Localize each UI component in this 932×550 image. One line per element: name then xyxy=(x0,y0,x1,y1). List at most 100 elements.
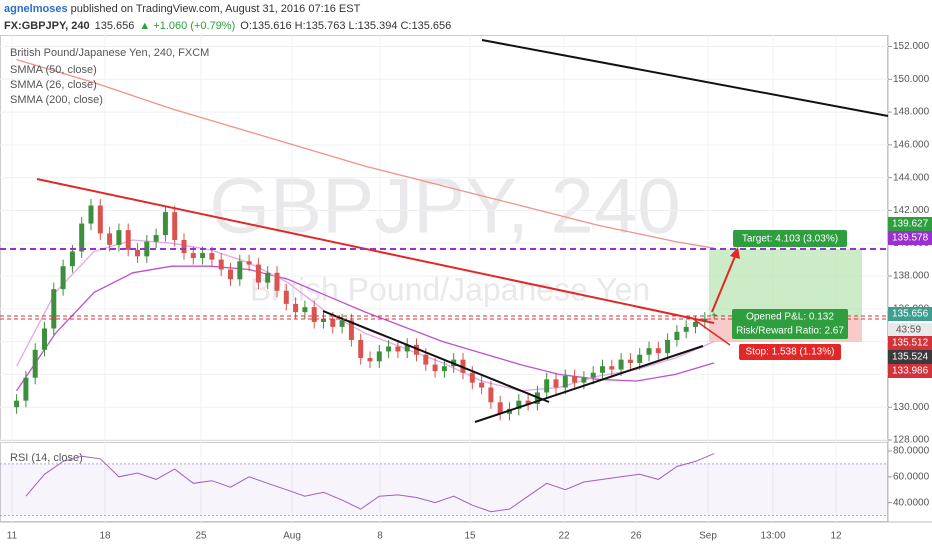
price-tag xyxy=(888,336,932,350)
x-tick-label: 15 xyxy=(464,531,476,542)
pnl-text: Opened P&L: 0.132 xyxy=(746,312,834,323)
candle-body xyxy=(237,261,243,280)
arrow[interactable] xyxy=(711,253,737,313)
candle-body xyxy=(693,321,698,327)
candle-body xyxy=(376,351,382,362)
price-tag-label: 135.524 xyxy=(892,352,929,363)
candle-body xyxy=(162,212,168,236)
stop-text: Stop: 1.538 (1.13%) xyxy=(746,347,835,358)
candle-body xyxy=(321,318,326,322)
smma-line xyxy=(16,239,715,392)
ohlc: O:135.616 H:135.763 L:135.394 C:135.656 xyxy=(240,20,451,32)
pnl-tag: Opened P&L: 0.132 Risk/Reward Ratio: 2.6… xyxy=(732,309,848,339)
candle-body xyxy=(469,372,475,383)
candle-body xyxy=(107,233,113,245)
candle-body xyxy=(265,272,271,283)
legend-item: SMMA (50, close) xyxy=(10,64,97,76)
watermark-sub: British Pound/Japanese Yen xyxy=(250,271,650,307)
candle-body xyxy=(395,346,401,352)
candle-body xyxy=(423,354,429,365)
candle-body xyxy=(497,402,503,414)
target-tag: Target: 4.103 (3.03%) xyxy=(733,230,847,247)
rr-text: Risk/Reward Ratio: 2.67 xyxy=(736,326,844,337)
y-tick-label: 152.000 xyxy=(893,41,930,52)
y-tick-label: 142.000 xyxy=(893,205,930,216)
candle-body xyxy=(311,307,317,322)
trend-line[interactable] xyxy=(474,345,704,423)
candle-body xyxy=(255,264,261,283)
candle-body xyxy=(544,379,550,393)
y-tick-label: 148.000 xyxy=(893,107,930,118)
header-line: FX:GBPJPY, 240 135.656 ▲ +1.060 (+0.79%) O:… xyxy=(4,20,451,32)
candle-body xyxy=(488,387,494,403)
tag-box xyxy=(739,344,841,360)
candle-body xyxy=(218,259,224,270)
candle-body xyxy=(181,239,187,254)
arrow-head xyxy=(730,247,740,259)
candle-body xyxy=(348,320,354,340)
candle-body xyxy=(42,328,47,350)
candle-body xyxy=(414,344,419,355)
candle-body xyxy=(125,230,131,250)
x-tick-label: 13:00 xyxy=(760,531,785,542)
published: published on TradingView.com, August 31,… xyxy=(68,3,361,15)
trend-line[interactable] xyxy=(322,310,550,403)
smma-line xyxy=(16,265,715,392)
candle-body xyxy=(153,235,159,242)
price-tag xyxy=(888,231,932,245)
price-tag xyxy=(888,307,932,321)
author[interactable]: agnelmoses xyxy=(4,3,68,15)
price-tag xyxy=(888,217,932,231)
x-tick-label: 12 xyxy=(830,531,842,542)
price-tag-label: 135.656 xyxy=(892,309,929,320)
y-tick-label: 40.0000 xyxy=(893,497,930,508)
candle-body xyxy=(460,359,466,373)
candle-body xyxy=(274,272,280,291)
candle-body xyxy=(562,376,568,388)
trend-line[interactable] xyxy=(36,178,715,324)
x-tick-label: 8 xyxy=(377,531,383,542)
candle-body xyxy=(283,290,289,304)
countdown-tag xyxy=(888,323,932,337)
candle-body xyxy=(665,339,671,354)
candle-body xyxy=(590,372,596,378)
candle-body xyxy=(209,253,215,260)
candle-body xyxy=(330,318,336,327)
x-tick-label: Aug xyxy=(283,531,301,542)
y-tick-label: 128.000 xyxy=(893,435,930,446)
candle-body xyxy=(116,230,122,245)
candle-body xyxy=(14,400,20,408)
x-tick-label: 18 xyxy=(99,531,111,542)
stop-tag: Stop: 1.538 (1.13%) xyxy=(739,344,841,360)
x-tick-label: Sep xyxy=(699,531,717,542)
candle-body xyxy=(637,354,643,363)
candle-body xyxy=(600,366,605,373)
candle-body xyxy=(293,303,299,313)
y-tick-label: 146.000 xyxy=(893,139,930,150)
candle-body xyxy=(386,346,392,352)
tag-box xyxy=(732,309,848,339)
candle-body xyxy=(711,314,717,316)
y-tick-label: 60.0000 xyxy=(893,471,930,482)
candle-body xyxy=(441,366,447,372)
candle-body xyxy=(627,359,633,363)
price-tag xyxy=(888,350,932,364)
candle-body xyxy=(51,289,57,329)
trend-line[interactable] xyxy=(481,39,889,117)
header-line: agnelmoses published on TradingView.com,… xyxy=(4,3,361,15)
candle-body xyxy=(135,249,140,257)
candle-body xyxy=(172,212,178,240)
arrow[interactable] xyxy=(691,317,731,346)
y-tick-label: 138.000 xyxy=(893,271,930,282)
target-zone xyxy=(709,249,862,318)
candle-body xyxy=(404,344,410,352)
price-tag-label: 139.578 xyxy=(892,233,929,244)
candle-body xyxy=(200,253,206,258)
candle-body xyxy=(69,251,75,267)
symbol: FX:GBPJPY, 240 xyxy=(4,20,90,32)
x-tick-label: 11 xyxy=(7,531,18,542)
candle-body xyxy=(228,269,233,280)
smma-line xyxy=(16,58,715,249)
watermark: GBPJPY, 240 xyxy=(209,162,680,250)
candle-body xyxy=(302,307,308,313)
